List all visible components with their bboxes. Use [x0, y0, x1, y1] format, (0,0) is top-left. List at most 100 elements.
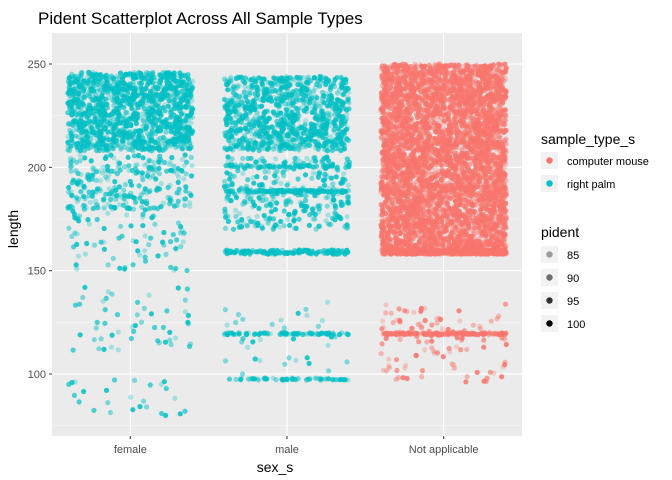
data-point — [124, 119, 130, 125]
data-point — [112, 184, 118, 190]
data-point — [346, 106, 352, 112]
data-point — [284, 107, 290, 113]
data-point — [178, 224, 184, 230]
data-point — [332, 76, 338, 83]
data-point — [250, 247, 256, 254]
data-point — [190, 84, 196, 90]
data-point — [78, 189, 84, 195]
data-point — [89, 106, 95, 112]
data-point — [170, 126, 176, 132]
data-point — [189, 85, 196, 91]
data-point — [231, 331, 237, 337]
data-point — [177, 101, 183, 107]
data-point — [66, 189, 72, 195]
data-point — [171, 203, 177, 209]
data-point — [131, 114, 137, 120]
data-point — [107, 409, 113, 416]
data-point — [136, 134, 142, 140]
data-point — [345, 163, 351, 169]
data-point — [111, 85, 117, 91]
data-point — [345, 182, 351, 188]
data-point — [162, 73, 168, 79]
data-point — [252, 102, 258, 108]
data-point — [137, 86, 143, 93]
data-point — [281, 223, 287, 229]
data-point — [101, 108, 108, 114]
data-point — [320, 164, 326, 170]
data-point — [79, 112, 85, 118]
data-point — [313, 115, 319, 121]
data-point — [98, 239, 104, 245]
data-point — [301, 98, 307, 104]
data-point — [190, 78, 196, 84]
data-point — [302, 172, 309, 178]
data-point — [93, 76, 99, 82]
data-point — [86, 93, 92, 99]
data-point — [311, 249, 317, 255]
data-point — [93, 116, 99, 122]
data-point — [85, 140, 92, 146]
data-point — [240, 170, 246, 176]
data-point — [132, 322, 138, 329]
data-point — [322, 182, 328, 188]
data-point — [68, 90, 74, 97]
data-point — [105, 400, 111, 406]
data-point — [126, 83, 132, 89]
data-point — [155, 338, 161, 344]
data-point — [174, 128, 180, 134]
data-point — [69, 103, 75, 109]
data-point — [81, 193, 87, 200]
data-point — [340, 114, 346, 120]
data-point — [168, 110, 174, 116]
data-point — [136, 183, 142, 189]
data-point — [148, 158, 154, 164]
data-point — [344, 214, 350, 220]
data-point — [328, 221, 334, 227]
data-point — [233, 92, 239, 98]
data-point — [167, 195, 174, 201]
data-point — [302, 197, 309, 204]
data-point — [251, 75, 257, 81]
data-point — [122, 144, 128, 150]
data-point — [72, 302, 79, 308]
data-point — [68, 168, 74, 174]
data-point — [145, 169, 151, 175]
data-point — [80, 294, 86, 301]
data-point — [296, 216, 302, 222]
data-point — [81, 148, 87, 154]
data-point — [81, 95, 88, 101]
data-point — [290, 89, 296, 95]
data-point — [270, 109, 276, 115]
data-point — [293, 163, 299, 169]
data-point — [104, 146, 110, 152]
data-point — [115, 329, 121, 335]
data-point — [69, 192, 75, 198]
data-point — [140, 175, 146, 181]
data-point — [178, 79, 185, 85]
data-point — [316, 376, 322, 382]
data-point — [105, 129, 111, 135]
data-point — [88, 129, 94, 136]
data-point — [254, 213, 260, 220]
data-point — [223, 133, 229, 139]
data-point — [269, 251, 275, 257]
data-point — [74, 199, 80, 205]
data-point — [95, 81, 101, 88]
data-point — [117, 167, 123, 173]
data-point — [141, 127, 147, 133]
data-point — [91, 119, 97, 125]
data-point — [85, 134, 91, 140]
data-point — [289, 100, 295, 106]
data-point — [237, 223, 243, 229]
data-point — [65, 133, 71, 140]
data-point — [271, 180, 277, 186]
data-point — [274, 82, 280, 88]
data-point — [134, 111, 141, 117]
data-point — [140, 214, 146, 220]
data-point — [295, 310, 301, 316]
data-point — [183, 88, 189, 94]
data-point — [249, 124, 255, 130]
data-point — [85, 172, 91, 178]
data-point — [128, 115, 134, 121]
